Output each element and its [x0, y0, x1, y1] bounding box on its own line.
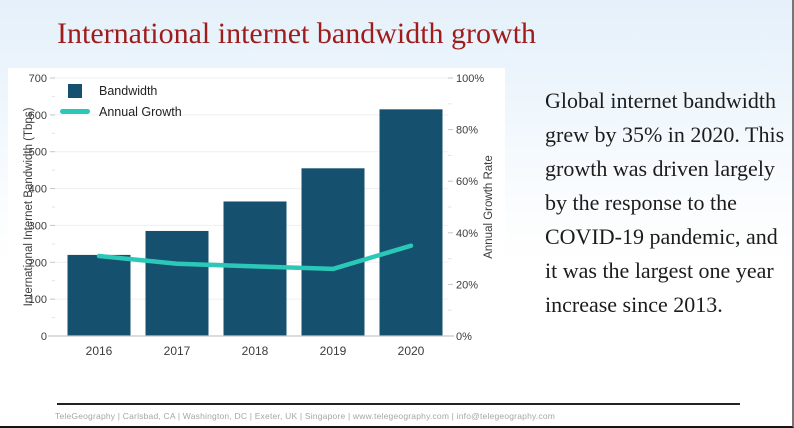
legend-item-bandwidth: Bandwidth — [58, 80, 182, 101]
legend-label-bandwidth: Bandwidth — [99, 83, 158, 98]
annual-growth-swatch-icon — [60, 109, 90, 114]
svg-text:700: 700 — [29, 73, 47, 85]
svg-text:2017: 2017 — [164, 344, 191, 358]
svg-text:2020: 2020 — [398, 344, 425, 358]
legend-item-annual-growth: Annual Growth — [58, 101, 182, 122]
slide-title: International internet bandwidth growth — [57, 17, 537, 50]
legend-label-annual-growth: Annual Growth — [99, 104, 182, 119]
svg-text:500: 500 — [29, 147, 47, 159]
body-paragraph: Global internet bandwidth grew by 35% in… — [545, 88, 785, 317]
svg-text:600: 600 — [29, 110, 47, 122]
svg-text:40%: 40% — [456, 228, 478, 240]
chart-panel: 0 100 200 300 400 500 600 700 0% 20% 40% 60% 80% 100%… — [8, 68, 505, 368]
svg-text:0: 0 — [41, 331, 47, 343]
svg-text:2018: 2018 — [242, 344, 269, 358]
svg-text:20%: 20% — [456, 279, 478, 291]
svg-text:80%: 80% — [456, 125, 478, 137]
left-axis-title: International Internet Bandwidth (Tbps) — [23, 107, 35, 307]
svg-text:100: 100 — [29, 294, 47, 306]
chart-legend: Bandwidth Annual Growth — [58, 80, 182, 122]
svg-text:300: 300 — [29, 220, 47, 232]
svg-text:2019: 2019 — [320, 344, 347, 358]
svg-text:0%: 0% — [456, 331, 472, 343]
bandwidth-growth-chart: 0 100 200 300 400 500 600 700 0% 20% 40% 60% 80% 100%… — [29, 73, 485, 358]
legend-swatch-cell — [58, 109, 92, 114]
svg-text:2016: 2016 — [86, 344, 113, 358]
right-axis-title: Annual Growth Rate — [483, 155, 495, 259]
footer-divider — [57, 403, 740, 405]
svg-text:100%: 100% — [456, 73, 484, 85]
svg-text:200: 200 — [29, 257, 47, 269]
svg-text:400: 400 — [29, 184, 47, 196]
svg-text:60%: 60% — [456, 176, 478, 188]
bandwidth-swatch-icon — [68, 83, 82, 98]
legend-swatch-cell — [58, 83, 92, 98]
footer-contact-line: TeleGeography | Carlsbad, CA | Washingto… — [55, 411, 556, 421]
